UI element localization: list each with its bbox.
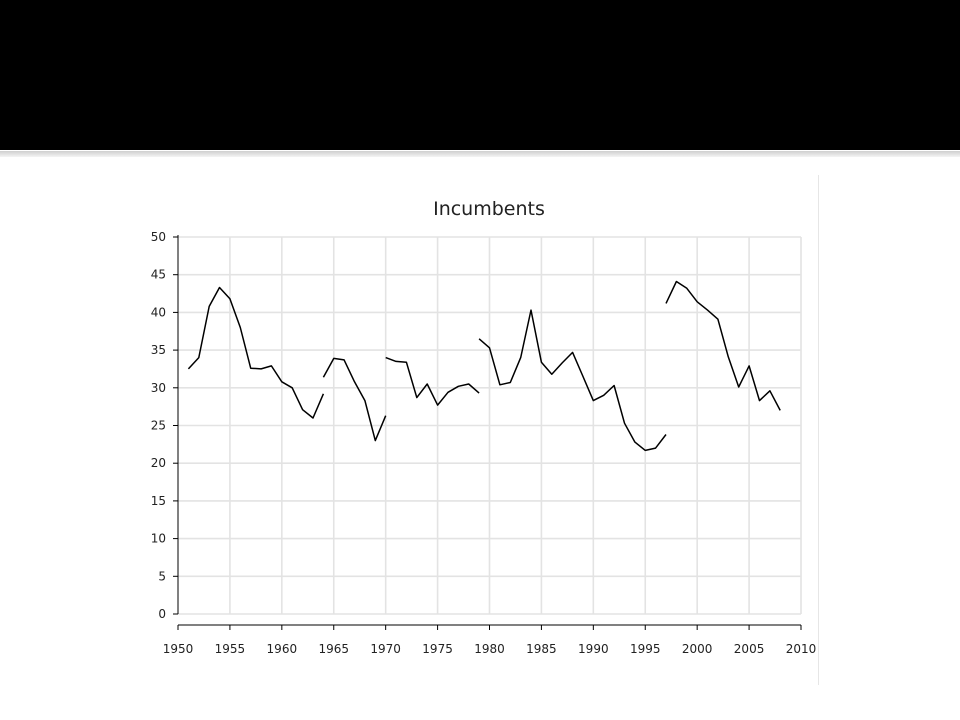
x-tick-label-1955: 1955 [215,642,246,656]
y-tick-label-25: 25 [151,419,166,433]
y-tick-label-40: 40 [151,305,166,319]
x-tick-label-1960: 1960 [267,642,298,656]
x-tick-label-2005: 2005 [734,642,765,656]
x-tick-label-1990: 1990 [578,642,609,656]
y-tick-label-15: 15 [151,494,166,508]
y-tick-label-45: 45 [151,268,166,282]
slide-header-bar [0,0,960,150]
y-tick-label-50: 50 [151,230,166,244]
series-incumbents [187,280,781,452]
y-tick-label-20: 20 [151,456,166,470]
series-segment-2 [322,357,387,442]
x-tick-label-1985: 1985 [526,642,557,656]
y-tick-label-5: 5 [158,569,166,583]
vertical-divider [818,175,819,685]
x-tick-label-1965: 1965 [318,642,349,656]
grid [178,236,802,615]
x-tick-label-1995: 1995 [630,642,661,656]
x-tick-label-1950: 1950 [163,642,194,656]
y-tick-label-10: 10 [151,532,166,546]
x-tick-label-1980: 1980 [474,642,505,656]
y-tick-label-30: 30 [151,381,166,395]
x-tick-label-2000: 2000 [682,642,713,656]
series-segment-5 [665,280,781,411]
series-segment-4 [478,309,667,452]
chart-title: Incumbents [433,198,545,220]
series-segment-3 [385,356,480,406]
y-tick-label-35: 35 [151,343,166,357]
x-tick-label-1970: 1970 [370,642,401,656]
series-segment-1 [187,286,325,419]
y-tick-label-0: 0 [158,607,166,621]
header-divider [0,151,960,157]
x-tick-label-2010: 2010 [786,642,817,656]
x-tick-label-1975: 1975 [422,642,453,656]
axes: 0 5 10 15 20 25 30 35 40 45 50 1950 1955 1960 1965 1970… [151,230,817,656]
